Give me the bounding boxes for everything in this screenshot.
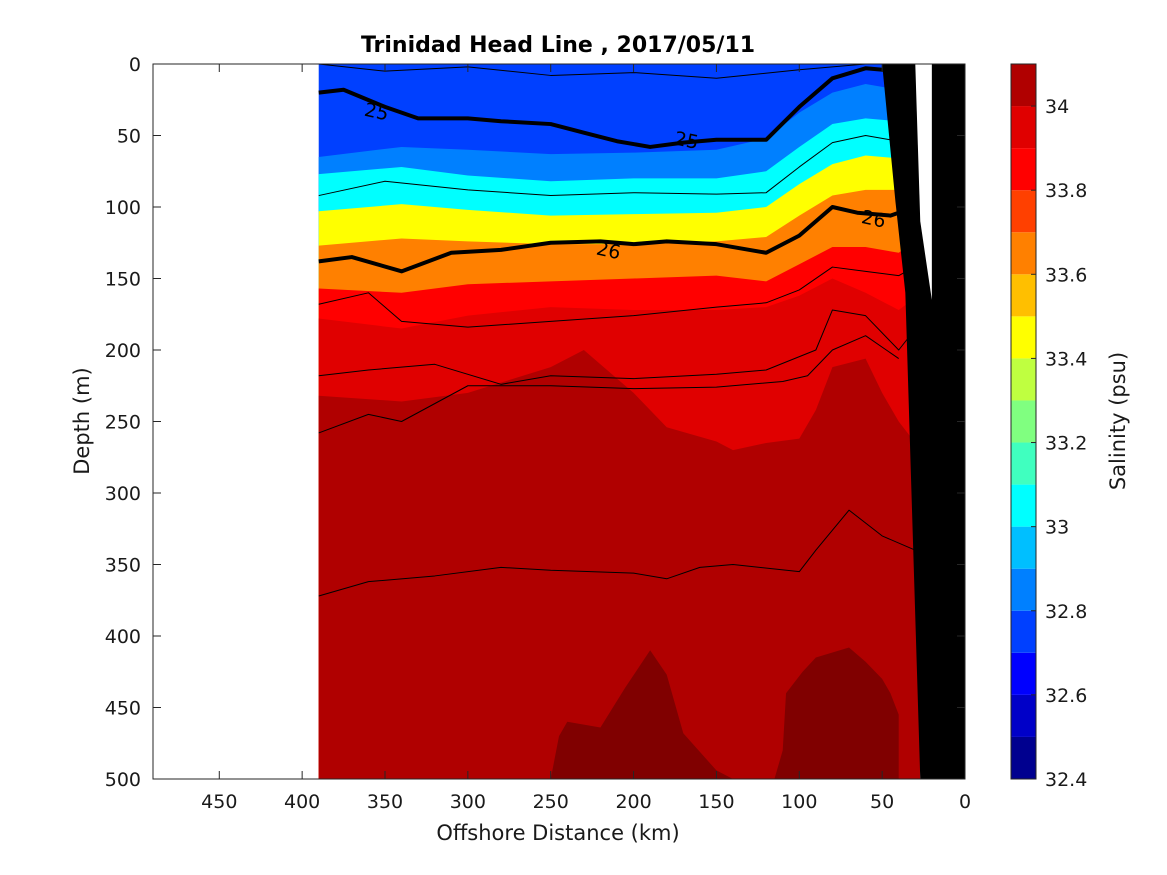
colorbar-swatch — [1011, 274, 1036, 317]
colorbar-swatch — [1011, 610, 1036, 653]
colorbar-swatch — [1011, 736, 1036, 779]
x-tick-label: 200 — [615, 791, 651, 813]
colorbar-tick-label: 34 — [1045, 96, 1069, 118]
x-tick-label: 250 — [533, 791, 569, 813]
colorbar-label: Salinity (psu) — [1106, 352, 1130, 490]
colorbar-swatch — [1011, 442, 1036, 485]
density-contour-line — [318, 335, 899, 434]
colorbar-tick-label: 32.6 — [1045, 685, 1087, 707]
density-contour-line — [318, 256, 933, 328]
colorbar-swatch — [1011, 232, 1036, 275]
density-contour-line — [318, 509, 916, 597]
y-tick-label: 400 — [105, 626, 141, 648]
density-contour-line — [318, 64, 866, 79]
x-tick-label: 50 — [870, 791, 894, 813]
colorbar-tick-label: 32.4 — [1045, 769, 1087, 791]
x-tick-label: 150 — [698, 791, 734, 813]
y-tick-label: 200 — [105, 340, 141, 362]
y-tick-label: 300 — [105, 483, 141, 505]
density-contour-labels: 25 25 26 26 — [362, 99, 888, 265]
colorbar-swatch — [1011, 190, 1036, 233]
y-axis-label: Depth (m) — [70, 367, 94, 474]
colorbar-tick-label: 33.2 — [1045, 433, 1087, 455]
colorbar-swatch — [1011, 526, 1036, 569]
y-tick-label: 0 — [129, 54, 141, 76]
y-tick-label: 350 — [105, 555, 141, 577]
density-contour-line — [318, 188, 934, 274]
y-tick-label: 100 — [105, 197, 141, 219]
x-axis: 450 400 350 300 250 200 150 100 50 0 — [201, 64, 971, 813]
density-contour-line — [318, 66, 916, 149]
x-tick-label: 300 — [450, 791, 486, 813]
colorbar-swatch — [1011, 652, 1036, 695]
colorbar-swatch — [1011, 484, 1036, 527]
x-tick-label: 100 — [781, 791, 817, 813]
colorbar-swatch — [1011, 568, 1036, 611]
density-contour-line — [318, 120, 933, 197]
x-tick-label: 450 — [201, 791, 237, 813]
colorbar-tick-label: 33.4 — [1045, 348, 1087, 370]
colorbar-swatch — [1011, 316, 1036, 359]
colorbar: 32.4 32.6 32.8 33 33.2 33.4 33.6 33.8 34 — [1010, 63, 1087, 791]
colorbar-tick-label: 33.6 — [1045, 264, 1087, 286]
salinity-band — [550, 650, 733, 779]
colorbar-swatch — [1011, 106, 1036, 149]
y-tick-label: 150 — [105, 269, 141, 291]
x-axis-label: Offshore Distance (km) — [436, 821, 679, 845]
contour-label: 26 — [860, 206, 888, 233]
density-contour-line — [318, 309, 924, 385]
no-data-gap — [915, 64, 932, 300]
colorbar-swatch — [1011, 694, 1036, 737]
chart-title: Trinidad Head Line , 2017/05/11 — [361, 33, 755, 58]
colorbar-frame — [1010, 63, 1037, 780]
x-tick-label: 0 — [959, 791, 971, 813]
y-tick-label: 500 — [105, 769, 141, 791]
colorbar-tick-label: 33 — [1045, 517, 1069, 539]
salinity-filled-contours — [318, 64, 932, 779]
shelf-bathymetry — [882, 64, 965, 779]
contour-label: 25 — [672, 127, 700, 154]
y-tick-label: 50 — [117, 126, 141, 148]
seafloor — [882, 64, 965, 779]
x-tick-label: 350 — [367, 791, 403, 813]
salinity-band — [318, 350, 932, 779]
y-tick-label: 250 — [105, 412, 141, 434]
colorbar-tick-label: 33.8 — [1045, 180, 1087, 202]
colorbar-swatch — [1011, 358, 1036, 401]
contour-label: 26 — [594, 238, 622, 265]
y-tick-label: 450 — [105, 698, 141, 720]
contour-label: 25 — [362, 99, 390, 126]
colorbar-swatch — [1011, 148, 1036, 191]
y-axis: 0 50 100 150 200 250 300 350 400 450 500 — [105, 54, 965, 791]
density-contours — [318, 64, 934, 597]
colorbar-tick-label: 32.8 — [1045, 601, 1087, 623]
x-tick-label: 400 — [284, 791, 320, 813]
colorbar-swatch — [1011, 400, 1036, 443]
colorbar-swatch — [1011, 64, 1036, 107]
salinity-band — [774, 647, 899, 779]
